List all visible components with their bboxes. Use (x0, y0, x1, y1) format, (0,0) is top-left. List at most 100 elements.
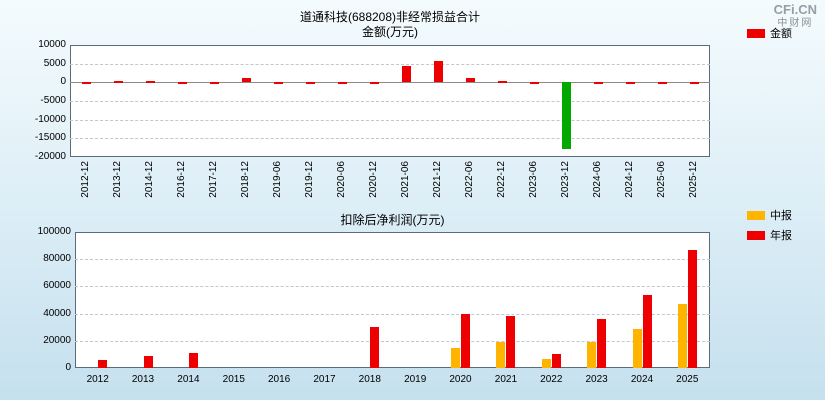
chart1-bar (401, 66, 411, 83)
chart1-bar (145, 81, 155, 84)
annual-legend-swatch (747, 230, 765, 240)
chart1-legend: 金额 (747, 25, 792, 45)
chart1-x-tick-label: 2025-06 (656, 161, 667, 198)
chart2-bar (451, 347, 460, 368)
cfi-watermark: CFi.CN 中财网 (773, 2, 817, 29)
chart1-bar (593, 81, 603, 84)
cfi-site-name: 中财网 (777, 17, 814, 29)
chart1-bar (177, 81, 187, 84)
chart2-bar (541, 358, 551, 368)
chart1-x-tick-label: 2025-12 (688, 161, 699, 198)
chart1-bar (465, 77, 475, 83)
chart1-x-tick-label: 2017-12 (208, 161, 219, 198)
chart1-bar (433, 60, 443, 83)
chart1-x-tick-label: 2022-12 (496, 161, 507, 198)
chart1-bar (657, 81, 667, 84)
chart1-bar (81, 81, 91, 84)
chart1-gridline (70, 119, 710, 121)
annual-legend-label: 年报 (770, 230, 792, 242)
chart1-gridline (70, 101, 710, 102)
chart1-zero-line (70, 82, 710, 84)
chart2-x-tick-label: 2020 (449, 374, 472, 385)
chart1-x-tick-label: 2019-12 (304, 161, 315, 198)
chart1-bar (305, 81, 315, 84)
chart1-bar (209, 81, 219, 84)
chart2-x-tick-label: 2012 (86, 374, 109, 385)
chart2-bar (506, 316, 516, 368)
chart1-x-tick-label: 2012-12 (80, 161, 91, 198)
chart1-gridline (70, 63, 710, 65)
chart1-bar (113, 80, 123, 83)
chart1-x-tick-label: 2021-06 (400, 161, 411, 198)
chart2-bar (188, 353, 198, 368)
chart1-x-tick-label: 2024-12 (624, 161, 635, 198)
chart2-bar (370, 327, 380, 368)
chart2-bar (687, 249, 697, 368)
interim-legend-swatch (747, 210, 765, 220)
chart1-x-tick-label: 2020-12 (368, 161, 379, 198)
chart2-plot-area (75, 232, 710, 368)
amount-legend-swatch (747, 28, 765, 38)
chart2-gridline (75, 313, 710, 315)
chart1-x-tick-label: 2023-12 (560, 161, 571, 198)
chart2-x-tick-label: 2013 (131, 374, 155, 385)
chart2-bar (597, 319, 607, 368)
chart1-title: 道通科技(688208)非经常损益合计 (299, 10, 481, 24)
chart2-bar (551, 353, 561, 368)
chart2-bar (98, 359, 108, 368)
chart2-bar (587, 342, 597, 368)
chart1-y-tick-label: 5000 (43, 57, 66, 69)
chart1-x-tick-label: 2022-06 (464, 161, 475, 198)
chart2-x-tick-label: 2021 (494, 374, 518, 385)
chart1-y-tick-label: 10000 (38, 39, 66, 50)
chart2-y-tick-label: 0 (65, 362, 71, 373)
chart2-x-tick-label: 2017 (313, 374, 336, 385)
chart1-x-tick-label: 2016-12 (176, 161, 187, 198)
chart2-x-tick-label: 2022 (540, 374, 563, 385)
chart2-x-tick-label: 2018 (358, 374, 381, 385)
chart2-x-tick-label: 2025 (676, 374, 699, 385)
amount-legend-label: 金额 (770, 28, 792, 40)
chart2-gridline (75, 259, 710, 261)
chart2-gridline (75, 286, 710, 288)
chart1-x-tick-label: 2020-06 (336, 161, 347, 198)
chart1-bar (241, 78, 251, 83)
chart1-y-tick-label: -20000 (34, 151, 66, 162)
chart1-bar (689, 81, 699, 84)
chart1-x-tick-label: 2023-06 (528, 161, 539, 198)
chart2-bar (642, 294, 652, 368)
chart1-y-tick-label: -15000 (34, 132, 66, 144)
chart2-y-tick-label: 60000 (43, 280, 71, 292)
chart2-y-tick-label: 40000 (43, 307, 71, 319)
chart2-bar (143, 355, 153, 368)
chart2-bar (461, 313, 470, 368)
chart1-subtitle: 金额(万元) (362, 25, 418, 39)
chart1-gridline (70, 138, 710, 140)
chart1-x-tick-label: 2024-06 (592, 161, 603, 198)
chart1-bar (529, 81, 539, 84)
chart2-bar (677, 304, 687, 368)
chart1-bar (337, 82, 347, 84)
cfi-logo: CFi.CN (773, 2, 817, 17)
chart1-bar (369, 81, 379, 84)
chart1-bar (273, 82, 283, 84)
chart1-y-tick-label: -5000 (40, 95, 66, 106)
chart2-title: 扣除后净利润(万元) (340, 213, 445, 227)
chart2-bar (632, 328, 642, 368)
legend-item-amount: 金额 (747, 25, 792, 41)
chart1-bar (497, 80, 507, 83)
chart1-x-tick-label: 2014-12 (144, 161, 155, 198)
legend-item-interim-report: 中报 (747, 207, 792, 223)
chart2-y-tick-label: 80000 (43, 253, 71, 265)
chart1-y-tick-label: 0 (60, 76, 66, 88)
chart2-x-tick-label: 2019 (404, 374, 427, 385)
chart2-x-tick-label: 2023 (585, 374, 608, 385)
chart2-x-tick-label: 2014 (177, 374, 200, 385)
chart1-bar (625, 81, 635, 84)
chart2-x-tick-label: 2016 (267, 374, 291, 385)
chart1-x-tick-label: 2019-06 (272, 161, 283, 198)
chart1-y-tick-label: -10000 (34, 113, 66, 125)
chart2-x-tick-label: 2015 (222, 374, 245, 385)
chart1-x-tick-label: 2018-12 (240, 161, 251, 198)
